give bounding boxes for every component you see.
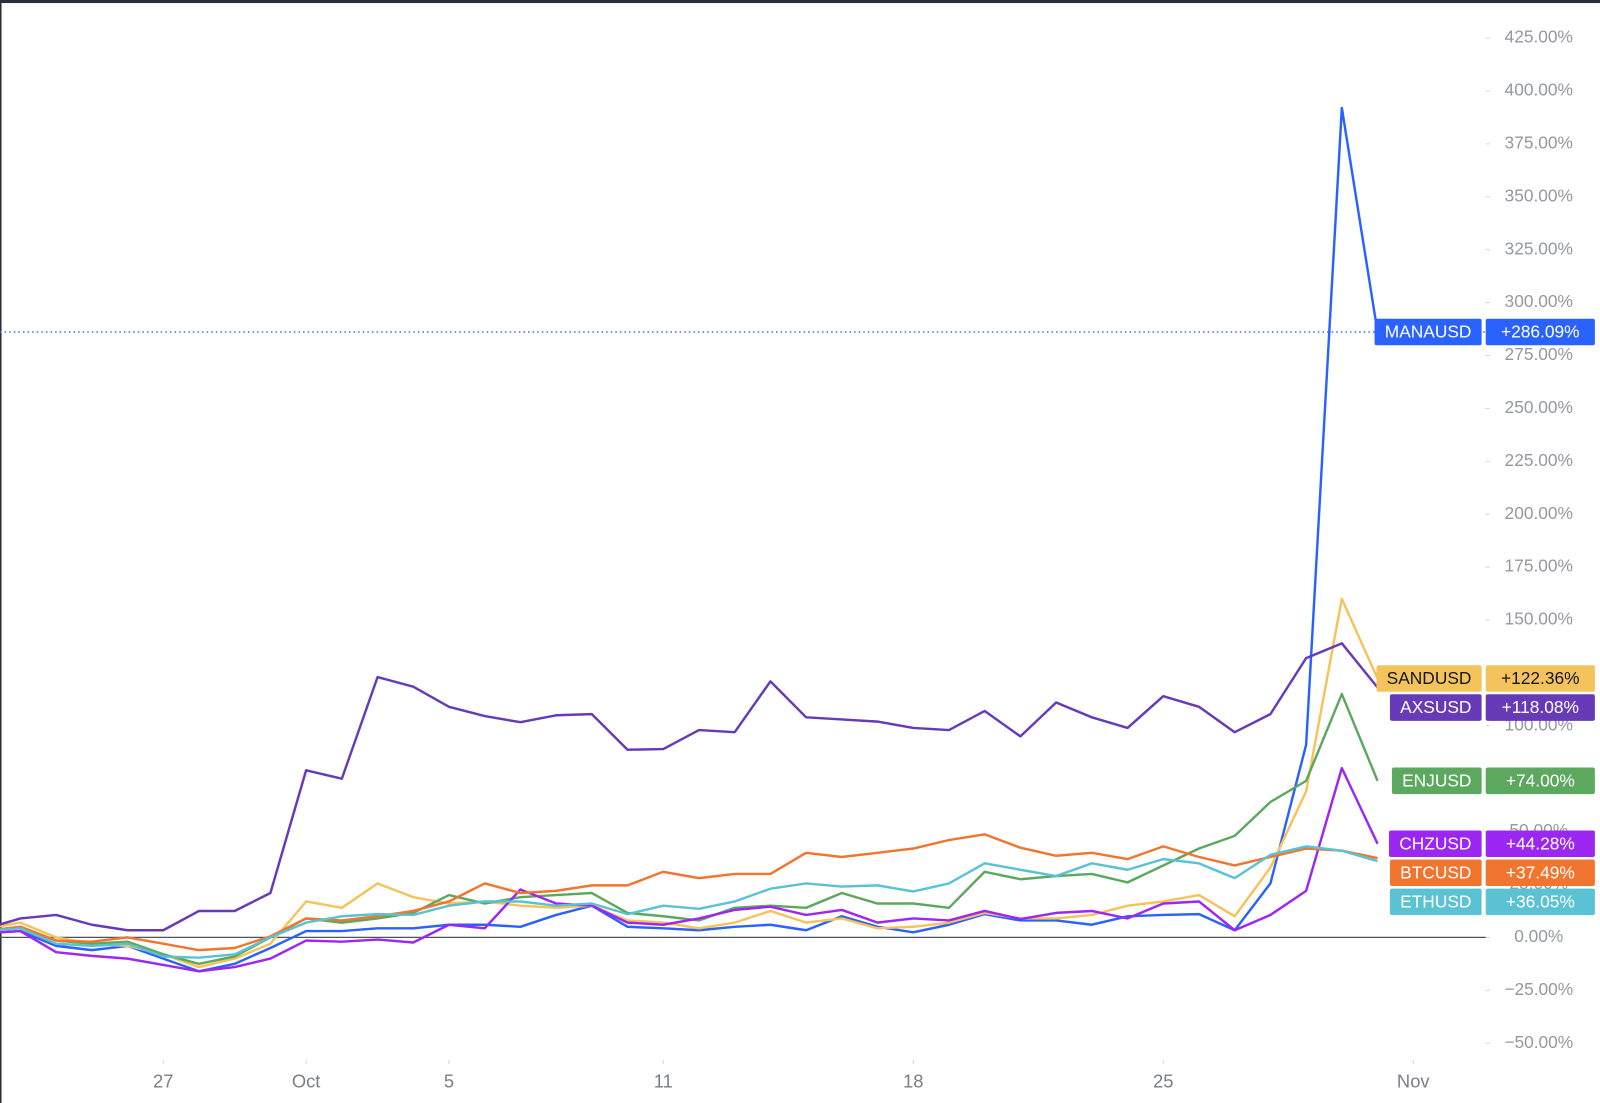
label-layer: +286.09% MANAUSD +122.36% SANDUSD +118.08% AX…: [1374, 318, 1595, 916]
legend-label: SANDUSD: [1387, 668, 1472, 688]
top-border: [0, 0, 1600, 4]
series-line: [0, 833, 1378, 952]
value-label-box: [1485, 318, 1595, 346]
y-tick-label: 300.00%: [1505, 291, 1573, 311]
value-label: +118.08%: [1502, 697, 1579, 717]
value-label: +286.09%: [1501, 322, 1580, 342]
y-tick-label: −25.00%: [1504, 979, 1573, 999]
legend-label: AXSUSD: [1400, 697, 1471, 717]
legend-label: ETHUSD: [1400, 891, 1471, 911]
y-tick-label: −50.00%: [1504, 1032, 1573, 1052]
series-line: [0, 642, 1379, 932]
value-label: +44.28%: [1506, 833, 1575, 853]
legend-label: ENJUSD: [1402, 770, 1471, 790]
series-line: [0, 692, 1379, 966]
y-tick-label: 150.00%: [1505, 609, 1573, 629]
y-tick-label: 0.00%: [1514, 926, 1563, 946]
x-tick-label: 18: [903, 1070, 923, 1091]
y-tick-label: 250.00%: [1505, 397, 1573, 417]
value-label-box: [1485, 859, 1595, 887]
series-name-box: [1374, 318, 1482, 346]
value-label-box: [1485, 767, 1595, 795]
y-tick-label: 400.00%: [1505, 80, 1573, 100]
value-label: +36.05%: [1506, 891, 1575, 911]
value-label-box: [1485, 830, 1595, 857]
y-tick-label: 275.00%: [1505, 344, 1573, 364]
value-label-box: [1485, 665, 1595, 692]
x-tick-label: Oct: [292, 1070, 321, 1091]
series-line: [0, 766, 1379, 973]
y-tick-label: 375.00%: [1505, 132, 1573, 152]
series-name-box: [1389, 859, 1482, 887]
series-line: [0, 845, 1378, 959]
y-tick-label: 175.00%: [1505, 556, 1573, 576]
value-label-box: [1485, 694, 1595, 721]
series-name-box: [1389, 694, 1482, 721]
value-label: +74.00%: [1506, 770, 1575, 790]
x-tick-label: Nov: [1397, 1070, 1430, 1091]
legend-label: MANAUSD: [1385, 322, 1472, 342]
series-name-box: [1391, 767, 1482, 795]
series-line: [0, 597, 1379, 969]
y-tick-label: 350.00%: [1505, 185, 1573, 205]
x-tick-label: 5: [444, 1070, 454, 1091]
value-label: +37.49%: [1506, 862, 1575, 882]
y-tick-label: 425.00%: [1505, 27, 1573, 47]
value-label-box: [1485, 888, 1595, 916]
y-tick-label: 325.00%: [1505, 238, 1573, 258]
legend-label: CHZUSD: [1399, 833, 1471, 853]
x-tick-label: 27: [153, 1070, 173, 1091]
plot-area: [0, 106, 1486, 973]
legend-label: BTCUSD: [1400, 862, 1471, 882]
x-tick-label: 11: [654, 1070, 673, 1091]
y-tick-label: 225.00%: [1505, 450, 1573, 470]
series-name-box: [1389, 830, 1482, 857]
y-tick-label: 200.00%: [1505, 503, 1573, 523]
left-border: [0, 0, 2, 1103]
series-name-box: [1376, 665, 1482, 692]
series-line: [0, 106, 1379, 973]
value-label: +122.36%: [1501, 668, 1580, 688]
series-name-box: [1389, 888, 1482, 916]
x-tick-label: 25: [1153, 1070, 1173, 1091]
